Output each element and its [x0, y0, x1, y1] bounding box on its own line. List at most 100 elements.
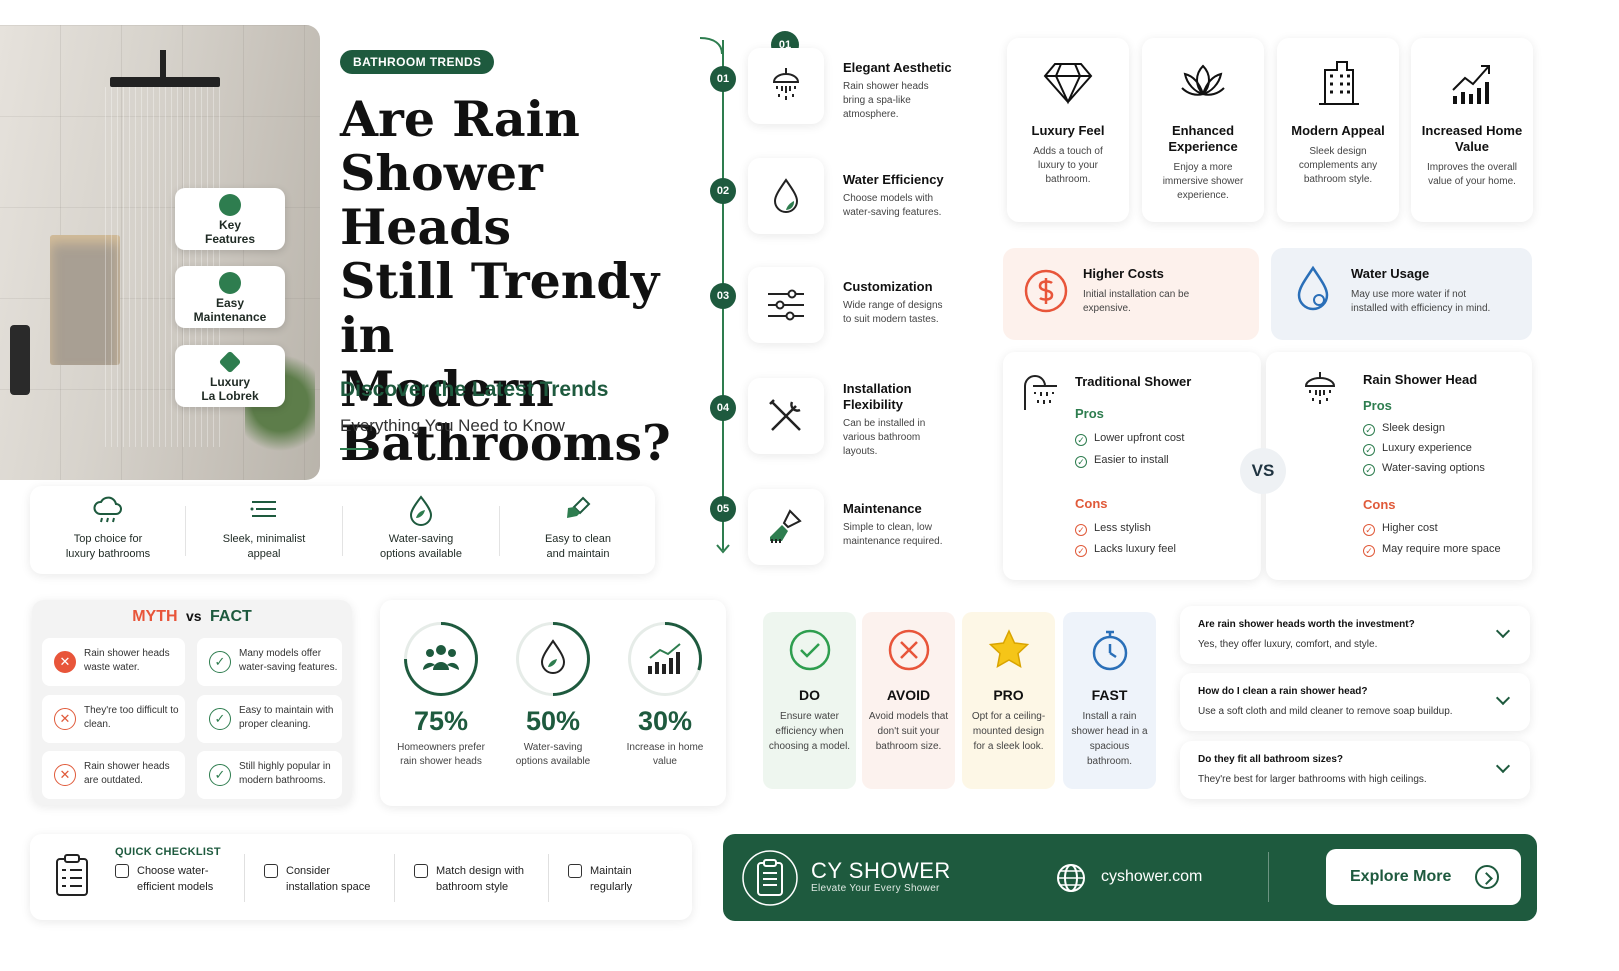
rain-cloud-icon — [93, 496, 122, 523]
step-number: 05 — [710, 496, 736, 522]
chevron-down-icon[interactable] — [1495, 758, 1511, 774]
hero-badge-key-features: Key Features — [175, 188, 285, 250]
check-icon: ✓ — [1363, 524, 1375, 536]
check-icon: ✓ — [1075, 456, 1087, 468]
myth-fact-heading: MYTH vs FACT — [132, 608, 252, 625]
checkbox[interactable] — [414, 864, 428, 878]
pro-item: ✓ Easier to install — [1075, 454, 1169, 468]
divider — [394, 854, 395, 902]
faq-item[interactable]: Are rain shower heads worth the investme… — [1180, 606, 1530, 664]
faq-answer: Use a soft cloth and mild cleaner to rem… — [1198, 706, 1453, 717]
myth-item: ✕ They're too difficult to clean. — [42, 695, 185, 743]
faq-item[interactable]: Do they fit all bathroom sizes? They're … — [1180, 741, 1530, 799]
feature-card-luxury-feel: Luxury Feel Adds a touch of luxury to yo… — [1007, 38, 1129, 222]
hero-badge-easy-maintenance: Easy Maintenance — [175, 266, 285, 328]
progress-ring — [404, 622, 478, 696]
check-icon: ✓ — [1363, 464, 1375, 476]
growth-chart-icon — [1452, 65, 1490, 104]
check-circle-icon — [789, 629, 830, 671]
quick-checklist: QUICK CHECKLIST Choose water-efficient m… — [30, 834, 692, 920]
divider — [499, 506, 500, 556]
pro-item: ✓ Water-saving options — [1363, 462, 1485, 476]
check-icon: ✓ — [1075, 434, 1087, 446]
checklist-item[interactable]: Match design with bathroom style — [414, 863, 524, 895]
building-icon — [1319, 61, 1359, 105]
highlight-item: Top choice for luxury bathrooms — [30, 486, 186, 574]
pro-item: ✓ Sleek design — [1363, 422, 1445, 436]
timeline-curve — [699, 37, 723, 55]
check-circle-icon: ✓ — [209, 708, 231, 730]
myth-vs-fact-card: MYTH vs FACT ✕ Rain shower heads waste wa… — [32, 600, 352, 805]
faq-item[interactable]: How do I clean a rain shower head? Use a… — [1180, 673, 1530, 731]
step-desc: Choose models with water-saving features… — [843, 193, 942, 218]
chevron-down-icon[interactable] — [1495, 623, 1511, 639]
step-desc: Can be installed in various bathroom lay… — [843, 418, 926, 457]
tagline: Everything You Need to Know — [340, 416, 565, 435]
step-number: 04 — [710, 395, 736, 421]
cleaning-brush-icon — [770, 509, 802, 543]
hero-badge-luxury: Luxury La Lobrek — [175, 345, 285, 407]
checklist-item[interactable]: Maintain regularly — [568, 863, 632, 895]
brand-name: CY SHOWER — [811, 858, 951, 883]
check-circle-icon: ✓ — [209, 764, 231, 786]
website-link[interactable]: cyshower.com — [1101, 868, 1203, 885]
water-leaf-icon — [409, 495, 433, 526]
con-card-water-usage: Water Usage May use more water if not in… — [1271, 248, 1532, 340]
checklist-item[interactable]: Choose water-efficient models — [115, 863, 213, 895]
shower-valve — [10, 325, 30, 395]
checklist-item[interactable]: Consider installation space — [264, 863, 370, 895]
divider — [342, 506, 343, 556]
sliders-icon — [768, 289, 804, 321]
highlight-item: Easy to clean and maintain — [500, 486, 656, 574]
fact-item: ✓ Many models offer water-saving features… — [197, 638, 342, 686]
bar-chart-icon — [648, 643, 681, 674]
comparison-rain: Rain Shower Head Pros ✓ Sleek design ✓ Lux… — [1266, 352, 1532, 580]
faq-question: Do they fit all bathroom sizes? — [1198, 754, 1344, 765]
con-card-higher-costs: Higher Costs Initial installation can be… — [1003, 248, 1259, 340]
checkbox[interactable] — [568, 864, 582, 878]
check-icon: ✓ — [1363, 545, 1375, 557]
tip-card-pro: PRO Opt for a ceiling-mounted design for… — [962, 612, 1055, 789]
rain-shower-head — [110, 77, 220, 87]
faq-answer: They're best for larger bathrooms with h… — [1198, 774, 1427, 785]
tip-card-do: DO Ensure water efficiency when choosing… — [763, 612, 856, 789]
hero-photo — [0, 25, 320, 480]
shower-head-icon — [1304, 372, 1336, 404]
feature-card-modern-appeal: Modern Appeal Sleek design complements a… — [1277, 38, 1399, 222]
water-leaf-icon — [540, 639, 566, 674]
checkbox[interactable] — [264, 864, 278, 878]
tools-icon — [769, 399, 801, 431]
step-title: Installation Flexibility — [843, 381, 912, 412]
step-icon-box — [748, 267, 824, 343]
divider — [244, 854, 245, 902]
checkbox[interactable] — [115, 864, 129, 878]
step-number: 01 — [710, 66, 736, 92]
tip-card-fast: FAST Install a rain shower head in a spa… — [1063, 612, 1156, 789]
shower-niche — [50, 235, 120, 365]
explore-more-button[interactable]: Explore More — [1326, 849, 1521, 905]
globe-icon — [1057, 864, 1085, 892]
checklist-title: QUICK CHECKLIST — [115, 846, 221, 858]
clipboard-icon — [56, 854, 88, 896]
step-desc: Wide range of designs to suit modern tas… — [843, 300, 943, 325]
myth-item: ✕ Rain shower heads are outdated. — [42, 751, 185, 799]
subtitle: Discover the Latest Trends — [340, 378, 609, 401]
dollar-icon — [1024, 269, 1068, 313]
pro-item: ✓ Luxury experience — [1363, 442, 1472, 456]
highlight-item: Sleek, minimalist appeal — [186, 486, 342, 574]
progress-ring — [628, 622, 702, 696]
ring-inner — [407, 625, 475, 693]
myth-item: ✕ Rain shower heads waste water. — [42, 638, 185, 686]
ring-inner — [631, 625, 699, 693]
check-circle-icon: ✓ — [209, 651, 231, 673]
chevron-down-icon[interactable] — [1495, 690, 1511, 706]
pro-item: ✓ Lower upfront cost — [1075, 432, 1185, 446]
fact-item: ✓ Still highly popular in modern bathroom… — [197, 751, 342, 799]
con-item: ✓ Lacks luxury feel — [1075, 543, 1176, 557]
clipboard-logo-icon — [742, 850, 798, 906]
step-icon-box — [748, 489, 824, 565]
ring-inner — [519, 625, 587, 693]
progress-ring — [516, 622, 590, 696]
page-title: Are Rain Shower Heads Still Trendy in Mo… — [340, 90, 671, 472]
leaf-icon — [219, 272, 241, 294]
